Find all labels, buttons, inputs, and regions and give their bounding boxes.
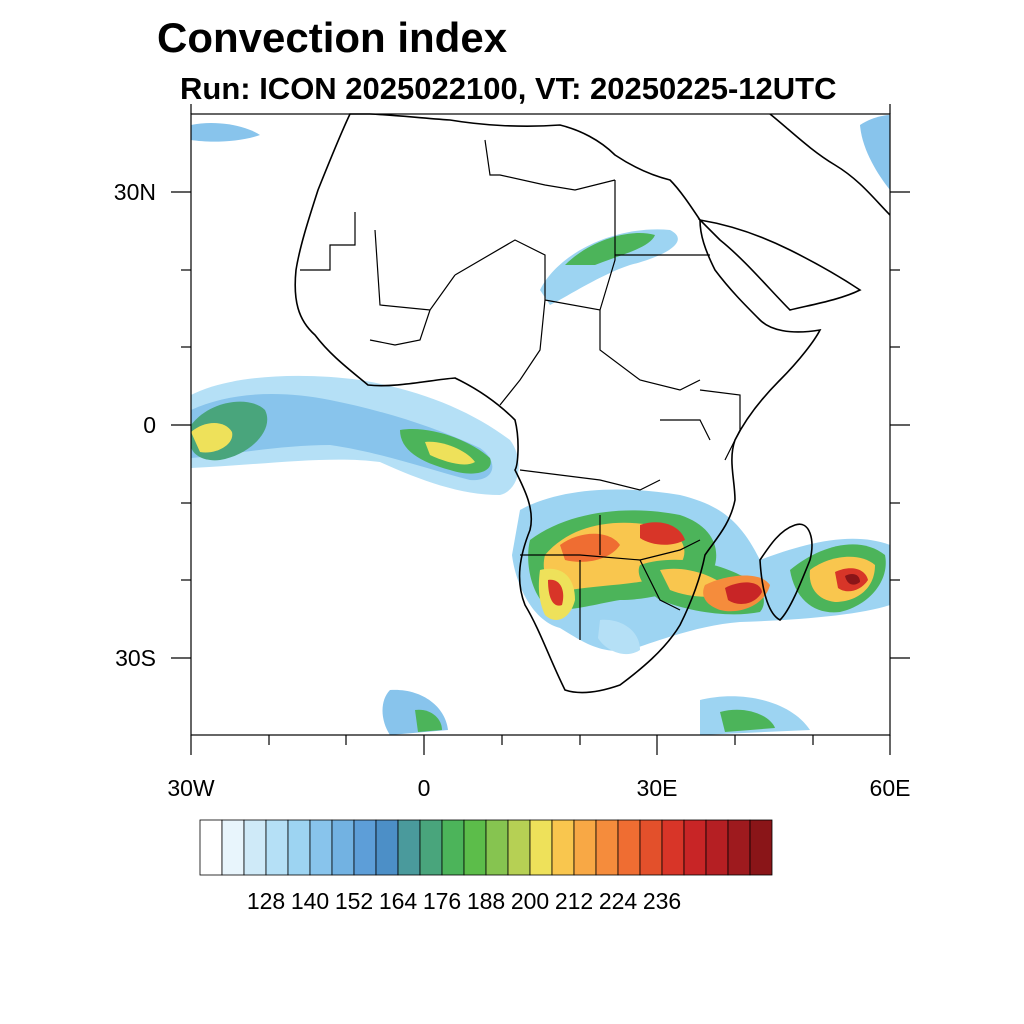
lon-label-0: 0 <box>417 775 431 801</box>
colorbar-box <box>705 819 729 876</box>
chart-subtitle: Run: ICON 2025022100, VT: 20250225-12UTC <box>180 71 837 106</box>
colorbar-tick-label: 164 <box>378 888 418 914</box>
convection-cell <box>725 582 762 604</box>
convection-cell <box>415 709 442 732</box>
colorbar-tick-label: 212 <box>554 888 594 914</box>
colorbar-tick-label: 224 <box>598 888 638 914</box>
colorbar-tick-label: 236 <box>642 888 682 914</box>
colorbar-tick-label: 152 <box>334 888 374 914</box>
colorbar-box <box>243 819 267 876</box>
colorbar-box <box>749 819 773 876</box>
colorbar-box <box>463 819 487 876</box>
colorbar-tick-label: 200 <box>510 888 550 914</box>
lat-label-30n: 30N <box>113 179 156 205</box>
colorbar-tick-label: 176 <box>422 888 462 914</box>
convection-cell <box>191 123 260 142</box>
colorbar-box <box>595 819 619 876</box>
convection-cell <box>425 441 475 465</box>
colorbar-tick-label: 140 <box>290 888 330 914</box>
convection-cell <box>860 115 890 190</box>
convection-band-north <box>540 229 678 305</box>
convection-cell <box>640 522 685 545</box>
colorbar-box <box>639 819 663 876</box>
colorbar-box <box>661 819 685 876</box>
convection-cell <box>191 423 233 453</box>
colorbar-tick-label: 188 <box>466 888 506 914</box>
colorbar-box <box>441 819 465 876</box>
colorbar-box <box>375 819 399 876</box>
colorbar-tick-label: 128 <box>246 888 286 914</box>
colorbar-box <box>551 819 575 876</box>
coastlines <box>294 113 891 694</box>
colorbar-box <box>419 819 443 876</box>
colorbar-box <box>573 819 597 876</box>
colorbar-box <box>617 819 641 876</box>
colorbar-box <box>507 819 531 876</box>
convection-cell <box>720 709 775 732</box>
lat-label-30s: 30S <box>115 645 156 671</box>
colorbar-box <box>265 819 289 876</box>
country-borders <box>300 139 741 640</box>
colorbar-box <box>727 819 751 876</box>
colorbar-box <box>331 819 355 876</box>
lon-label-60e: 60E <box>869 775 911 801</box>
lat-label-0: 0 <box>143 412 156 438</box>
colorbar-box <box>485 819 509 876</box>
convection-cell <box>598 619 640 655</box>
colorbar-box <box>309 819 333 876</box>
colorbar-box <box>199 819 223 876</box>
colorbar-box <box>397 819 421 876</box>
convection-cell <box>845 574 860 585</box>
colorbar-box <box>683 819 707 876</box>
convection-field <box>191 115 890 735</box>
convection-cell <box>548 579 564 606</box>
lon-label-30e: 30E <box>636 775 678 801</box>
axis-ticks <box>171 104 910 755</box>
colorbar-box <box>529 819 553 876</box>
colorbar-box <box>287 819 311 876</box>
lon-label-30w: 30W <box>167 775 215 801</box>
chart-title: Convection index <box>157 14 508 61</box>
convection-band-north-core <box>565 233 655 265</box>
colorbar-box <box>353 819 377 876</box>
colorbar-box <box>221 819 245 876</box>
